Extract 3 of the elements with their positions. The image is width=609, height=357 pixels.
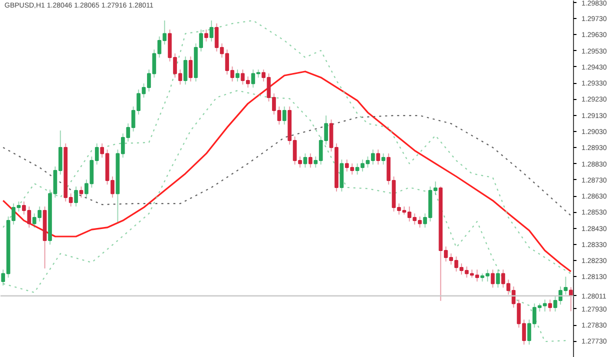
line-series	[2, 70, 572, 272]
line-series	[2, 114, 572, 216]
line-series	[2, 20, 572, 274]
